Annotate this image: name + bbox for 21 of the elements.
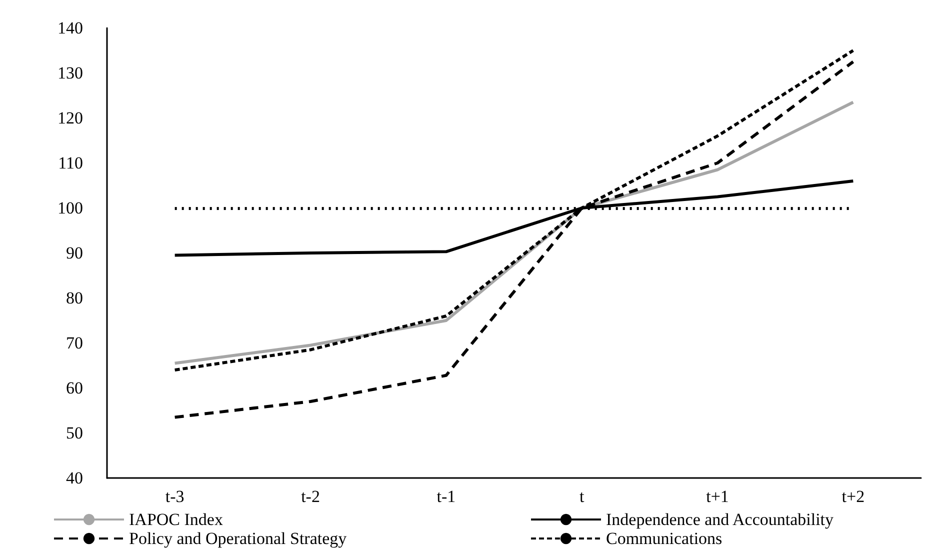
y-tick-label: 140 xyxy=(58,18,83,38)
legend-label: Communications xyxy=(606,529,722,548)
x-tick-label: t-1 xyxy=(436,487,456,506)
x-tick-label: t+2 xyxy=(842,487,865,506)
x-tick-label: t-3 xyxy=(165,487,184,506)
y-tick-label: 50 xyxy=(66,424,83,442)
y-tick-label: 120 xyxy=(58,108,83,128)
y-tick-label: 100 xyxy=(58,198,83,218)
y-tick-label: 80 xyxy=(66,288,83,308)
y-tick-label: 60 xyxy=(66,378,83,398)
y-tick-label: 130 xyxy=(58,64,83,82)
legend-label: Policy and Operational Strategy xyxy=(129,529,348,548)
y-tick-label: 90 xyxy=(66,244,83,262)
legend-label: Independence and Accountability xyxy=(606,510,834,529)
x-tick-label: t-2 xyxy=(301,487,320,506)
legend-label: IAPOC Index xyxy=(129,510,224,529)
y-tick-label: 70 xyxy=(66,334,83,352)
x-tick-label: t xyxy=(579,487,584,506)
y-tick-label: 40 xyxy=(66,468,83,488)
x-tick-label: t+1 xyxy=(706,487,729,506)
y-tick-label: 110 xyxy=(58,154,83,172)
